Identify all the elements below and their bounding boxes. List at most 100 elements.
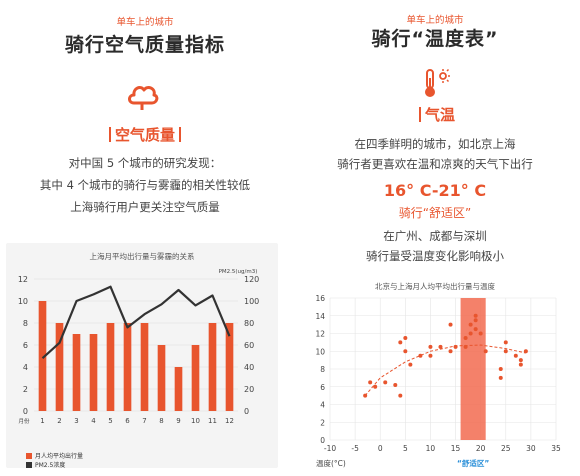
x-tick-label: 25 (501, 444, 511, 453)
comfort-range: 16° C-21° C (383, 181, 487, 200)
scatter-point (428, 344, 433, 349)
scatter-point (503, 349, 508, 354)
x-tick-label: 12 (225, 417, 234, 425)
y-tick-label: 6 (23, 341, 28, 350)
left-line-3: 上海骑行用户更关注空气质量 (70, 200, 220, 214)
x-tick-label: 10 (191, 417, 200, 425)
right-tag: 单车上的城市 (406, 15, 464, 26)
scatter-point (483, 349, 488, 354)
scatter-point (473, 318, 478, 323)
y-right-tick-label: 40 (244, 363, 254, 372)
left-title: 骑行空气质量指标 (64, 34, 225, 56)
scatter-point (518, 358, 523, 363)
x-tick-label: -10 (324, 444, 336, 453)
y-right-tick-label: 80 (244, 319, 254, 328)
scatter-point (438, 344, 443, 349)
bar (208, 323, 217, 411)
scatter-point (453, 344, 458, 349)
right-chart: -10 -5 0 5 10 15 20 25 30 35 0 2 4 6 8 10 12 14 16 温度(°C) “舒… (315, 294, 561, 468)
scatter-point (478, 331, 483, 336)
scatter-point (408, 362, 413, 367)
scatter-point (428, 353, 433, 358)
x-axis-label: 月份 (18, 417, 30, 425)
y-tick-label: 0 (320, 436, 325, 445)
scatter-point (463, 344, 468, 349)
y-right-tick-label: 120 (244, 275, 259, 284)
y-tick-label: 12 (18, 275, 28, 284)
right-chart-card: 北京与上海月人均平均出行量与温度 -10 -5 0 5 10 15 20 25 30 35 0 2 4 6… (294, 275, 576, 470)
scatter-point (468, 322, 473, 327)
left-tag: 单车上的城市 (116, 17, 174, 28)
y-tick-label: 8 (320, 365, 325, 374)
x-tick-label: 5 (403, 444, 408, 453)
bar (191, 345, 200, 411)
bar (123, 323, 132, 411)
pm25-line (41, 285, 231, 360)
x-tick-label: 8 (159, 417, 163, 425)
scatter-point (368, 380, 373, 385)
y-tick-label: 6 (320, 383, 325, 392)
scatter-point (403, 349, 408, 354)
x-tick-label: 9 (176, 417, 180, 425)
right-section-title: 气温 (290, 104, 580, 125)
y-right-tick-label: 0 (244, 407, 249, 416)
bar (55, 323, 64, 411)
scatter-point (463, 335, 468, 340)
scatter-point (518, 362, 523, 367)
scatter-point (398, 393, 403, 398)
right-line-3: 在广州、成都与深圳 (383, 229, 487, 243)
x-tick-label: 20 (476, 444, 486, 453)
scatter-point (523, 349, 528, 354)
y-right-axis-label: PM2.5(ug/m3) (219, 269, 258, 275)
y-tick-label: 0 (23, 407, 28, 416)
comfort-band (460, 298, 486, 440)
x-tick-label: 11 (208, 417, 217, 425)
left-section-title: 空气质量 (0, 124, 290, 145)
bar (225, 323, 234, 411)
scatter-point (448, 322, 453, 327)
y-tick-label: 4 (320, 401, 325, 410)
left-line-2: 其中 4 个城市的骑行与雾霾的相关性较低 (39, 178, 251, 192)
left-chart-title: 上海月平均出行量与雾霾的关系 (89, 252, 195, 261)
y-tick-label: 10 (315, 347, 325, 356)
x-tick-label: 10 (426, 444, 436, 453)
scatter-point (513, 353, 518, 358)
y-tick-label: 4 (23, 363, 28, 372)
bar (140, 323, 149, 411)
bar (174, 367, 183, 411)
band-label: “舒适区” (457, 458, 489, 468)
y-right-tick-label: 100 (244, 297, 259, 306)
thermometer-sun-icon (425, 68, 450, 97)
bar (157, 345, 166, 411)
scatter-point (373, 384, 378, 389)
bar (38, 301, 47, 411)
scatter-point (473, 327, 478, 332)
scatter-point (393, 382, 398, 387)
scatter-point (498, 367, 503, 371)
y-tick-label: 8 (23, 319, 28, 328)
y-tick-label: 2 (23, 385, 28, 394)
x-tick-label: 30 (526, 444, 536, 453)
y-tick-label: 12 (315, 330, 325, 339)
scatter-point (473, 313, 478, 318)
x-tick-label: 35 (551, 444, 561, 453)
bar (72, 334, 81, 411)
legend-bar: 月人均平均出行量 (26, 451, 83, 460)
y-tick-label: 10 (18, 297, 28, 306)
scatter-point (498, 375, 503, 380)
cloud-icon (128, 86, 159, 110)
x-tick-label: 15 (451, 444, 461, 453)
bar (89, 334, 98, 411)
right-line-4: 骑行量受温度变化影响极小 (366, 249, 504, 263)
scatter-point (398, 340, 403, 345)
bar (106, 323, 115, 411)
left-panel: 单车上的城市 骑行空气质量指标 空气质量 对中国 5 个城市的研究发现： 其中 … (0, 17, 290, 469)
x-axis-label: 温度(°C) (316, 458, 346, 468)
x-tick-label: 4 (91, 417, 96, 425)
x-tick-label: 5 (108, 417, 112, 425)
x-tick-label: 1 (40, 417, 44, 425)
x-tick-label: 2 (57, 417, 61, 425)
y-right-tick-label: 60 (244, 341, 254, 350)
scatter-point (503, 340, 508, 345)
